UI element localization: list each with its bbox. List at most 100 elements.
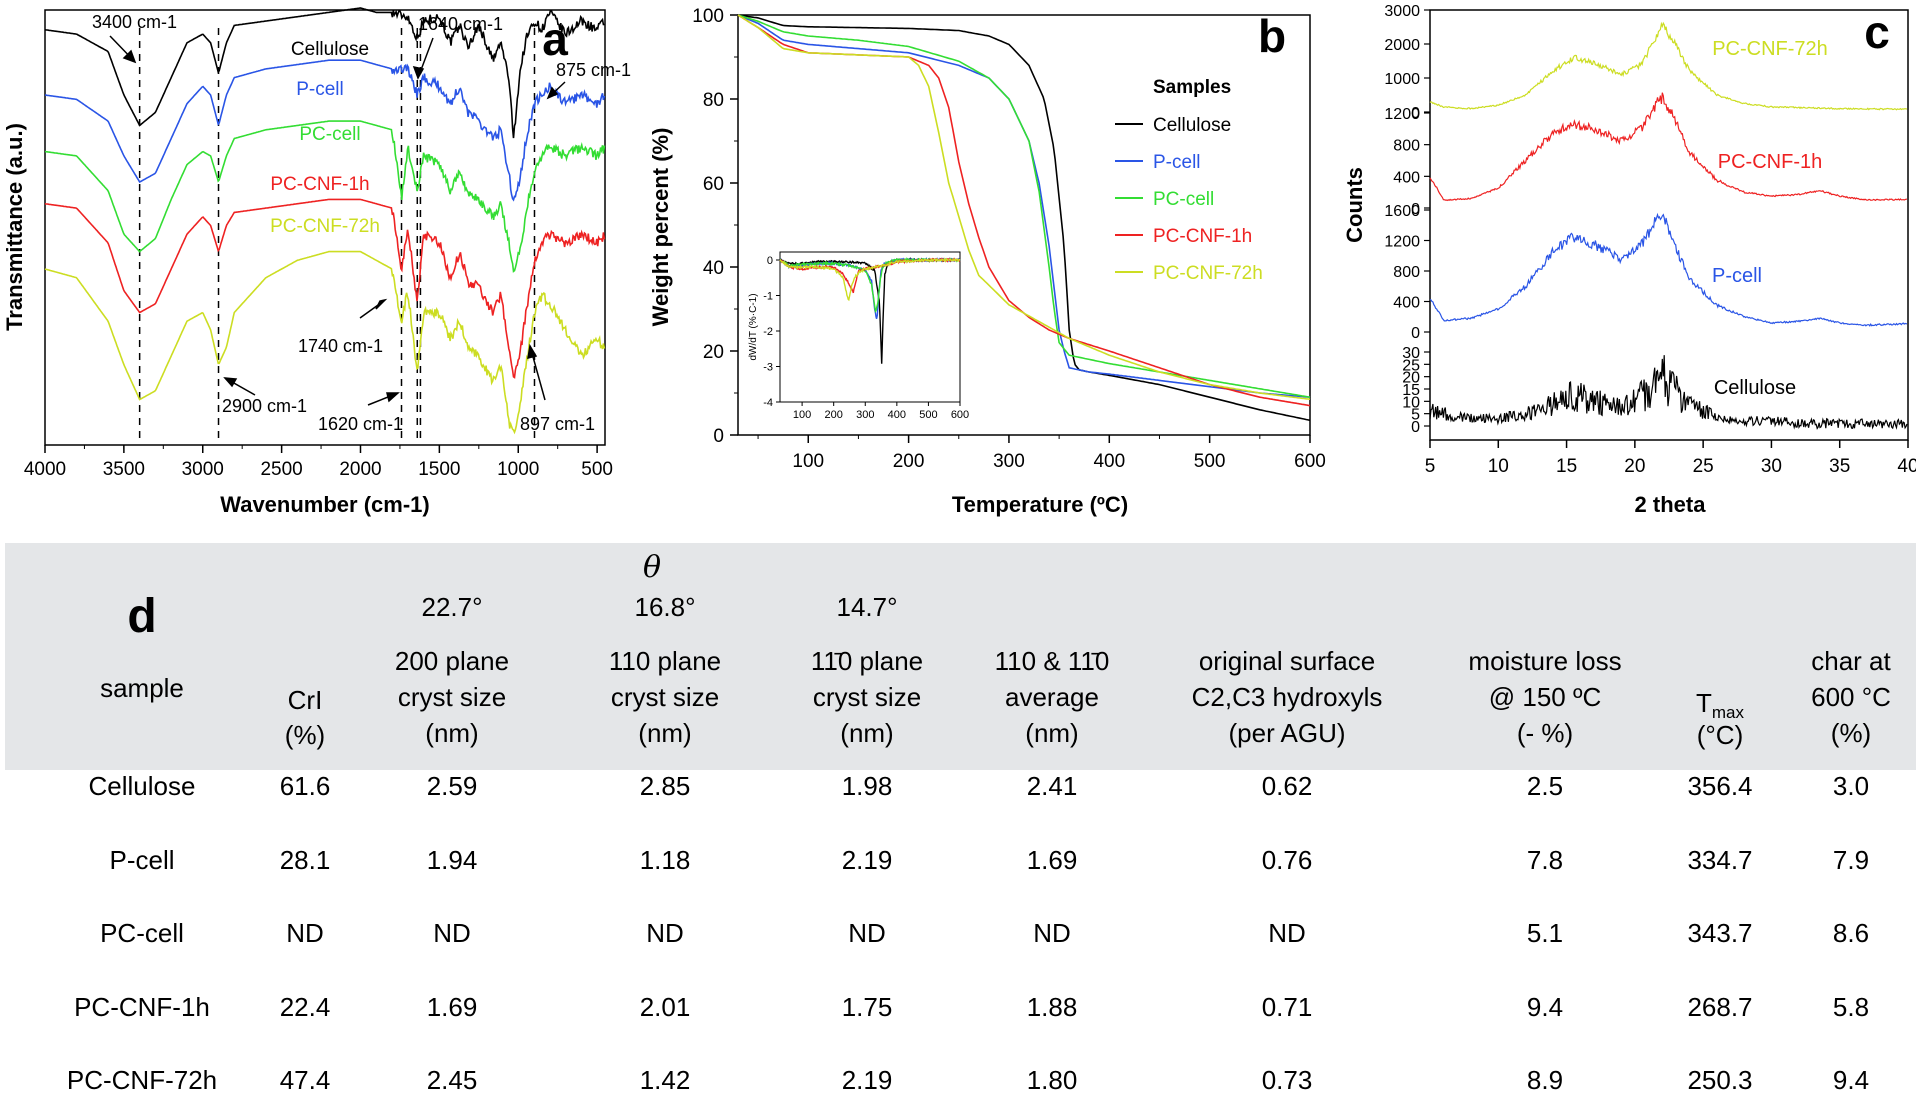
panel-a-annotation-3400: 3400 cm-1 (92, 12, 177, 32)
table-cell-7: 7.8 (1527, 845, 1563, 875)
header-p1b0-line1: 11̄0 plane (811, 646, 923, 676)
track-0-y-tick-label-3000: 3000 (1384, 3, 1420, 20)
panel-a-ftir-chart: 4000 3500 3000 2500 2000 1500 1000 500 a Wavenu… (2, 7, 631, 517)
track-1-y-tick-label-1200: 1200 (1384, 106, 1420, 123)
table-cell-6: ND (1268, 918, 1306, 948)
header-moisture-line1: moisture loss (1468, 646, 1621, 676)
x-tick-label-500: 500 (581, 459, 613, 480)
table-cell-2: 2.59 (427, 771, 478, 801)
inset-x-tick-label-200: 200 (825, 409, 843, 421)
table-cell-8: 356.4 (1687, 771, 1752, 801)
header-hydroxyl-line2: C2,C3 hydroxyls (1192, 682, 1383, 712)
panel-b-axes: 100 200 300 400 500 600 0 20 40 60 80 100 (692, 6, 1326, 472)
table-cell-5: 1.80 (1027, 1065, 1078, 1093)
table-header-row: sample CrI (%) 200 plane cryst size (nm) 110 p… (100, 646, 1891, 750)
panel-a-label-p-cell: P-cell (296, 79, 344, 100)
track-0-y-tick-label-1000: 1000 (1384, 71, 1420, 88)
x-tick-label-20: 20 (1624, 456, 1645, 477)
table-cell-1: 22.4 (280, 992, 331, 1022)
track-3-y-tick-label-5: 5 (1411, 407, 1420, 424)
panel-a-annotation-875: 875 cm-1 (556, 60, 631, 80)
table-cell-8: 343.7 (1687, 918, 1752, 948)
tga-line-pc-cnf-72h (737, 14, 1311, 401)
xrd-line-pc-cnf-1h (1429, 92, 1907, 202)
track-3-y-tick-label-10: 10 (1402, 394, 1420, 411)
header-p200-line2: cryst size (398, 682, 506, 712)
track-2-y-tick-label-0: 0 (1411, 325, 1420, 342)
header-moisture-line3: (- %) (1517, 718, 1573, 748)
table-row-pc-cnf-72h: PC-CNF-72h 47.4 2.45 1.42 2.19 1.80 0.73 8.9 250… (67, 1065, 1869, 1093)
table-header-band (5, 543, 1916, 770)
table-cell-7: 8.9 (1527, 1065, 1563, 1093)
table-cell-9: 7.9 (1833, 845, 1869, 875)
dtg-line-pc-cnf-72h (779, 257, 961, 302)
table-cell-3: 1.18 (640, 845, 691, 875)
legend-title: Samples (1153, 77, 1231, 98)
y-tick-label-100: 100 (692, 6, 724, 27)
table-cell-4: 1.98 (842, 771, 893, 801)
header-sample: sample (100, 673, 184, 703)
table-cell-6: 0.73 (1262, 1065, 1313, 1093)
panel-c-series-group (1429, 21, 1908, 430)
table-cell-8: 334.7 (1687, 845, 1752, 875)
panel-c-frame (1429, 9, 1909, 441)
track-0-y-tick-label-2000: 2000 (1384, 37, 1420, 54)
panel-a-letter: a (542, 13, 568, 65)
track-3-y-tick-label-15: 15 (1402, 382, 1420, 399)
header-p1b0-line2: cryst size (813, 682, 921, 712)
table-row-cellulose: Cellulose 61.6 2.59 2.85 1.98 2.41 0.62 2.5 356.… (89, 771, 1870, 801)
table-cell-9: 3.0 (1833, 771, 1869, 801)
x-tick-label-5: 5 (1425, 456, 1436, 477)
table-cell-1: ND (286, 918, 324, 948)
header-cri: CrI (288, 685, 323, 715)
panel-b-letter: b (1258, 10, 1286, 62)
ftir-line-pc-cnf-72h (44, 250, 606, 435)
table-cell-5: 1.69 (1027, 845, 1078, 875)
table-cell-1: 47.4 (280, 1065, 331, 1093)
y-tick-label-60: 60 (703, 174, 724, 195)
panel-a-annotation-1620: 1620 cm-1 (318, 414, 403, 434)
track-3-y-tick-label-25: 25 (1402, 357, 1420, 374)
panel-b-tga-chart: 100 200 300 400 500 600 0 20 40 60 80 100 b Tempera… (648, 6, 1326, 517)
table-cell-7: 2.5 (1527, 771, 1563, 801)
track-3-y-tick-label-0: 0 (1411, 419, 1420, 436)
xrd-line-p-cell (1429, 212, 1908, 327)
inset-y-axis-title: dW/dT (%·C-1) (748, 293, 759, 360)
table-cell-8: 250.3 (1687, 1065, 1752, 1093)
header-char-line3: (%) (1831, 718, 1871, 748)
inset-x-tick-label-500: 500 (919, 409, 937, 421)
crystallinity-thermal-table: d θ 22.7° 16.8° 14.7° sample CrI (%) 200 pl… (5, 543, 1916, 1093)
track-0-y-tick-label-0: 0 (1411, 105, 1420, 122)
table-row-pc-cell: PC-cell ND ND ND ND ND ND 5.1 343.7 8.6 (100, 918, 1869, 948)
table-cell-3: ND (646, 918, 684, 948)
header-avg-line1: 110 & 11̄0 (995, 646, 1110, 676)
header-moisture-line2: @ 150 ºC (1489, 682, 1602, 712)
table-cell-2: 1.69 (427, 992, 478, 1022)
header-p1b0-line3: (nm) (840, 718, 893, 748)
xrd-line-pc-cnf-72h (1429, 21, 1908, 111)
inset-y-tick-label--2: -2 (763, 326, 773, 338)
panel-a-annotation-1740: 1740 cm-1 (298, 336, 383, 356)
table-cell-2: ND (433, 918, 471, 948)
table-cell-7: 5.1 (1527, 918, 1563, 948)
table-cell-2: 2.45 (427, 1065, 478, 1093)
header-cri-unit: (%) (285, 720, 325, 750)
x-tick-label-400: 400 (1093, 451, 1125, 472)
table-cell-2: 1.94 (427, 845, 478, 875)
track-2-y-tick-label-800: 800 (1393, 264, 1420, 281)
panel-a-x-axis-title: Wavenumber (cm-1) (220, 492, 429, 517)
x-tick-label-4000: 4000 (24, 459, 66, 480)
panel-c-label-pc-cnf-72h: PC-CNF-72h (1712, 38, 1828, 60)
panel-a-annotation-2900: 2900 cm-1 (222, 396, 307, 416)
table-cell-5: 2.41 (1027, 771, 1078, 801)
x-tick-label-1000: 1000 (497, 459, 539, 480)
header-tmax-unit: (°C) (1697, 720, 1744, 750)
panel-a-annotation-1640: 1640 cm-1 (418, 14, 503, 34)
legend-label-p-cell: P-cell (1153, 152, 1201, 173)
table-cell-4: ND (848, 918, 886, 948)
inset-x-tick-label-600: 600 (951, 409, 969, 421)
panel-b-series-group (737, 14, 1311, 422)
header-p200-line1: 200 plane (395, 646, 509, 676)
table-cell-9: 8.6 (1833, 918, 1869, 948)
